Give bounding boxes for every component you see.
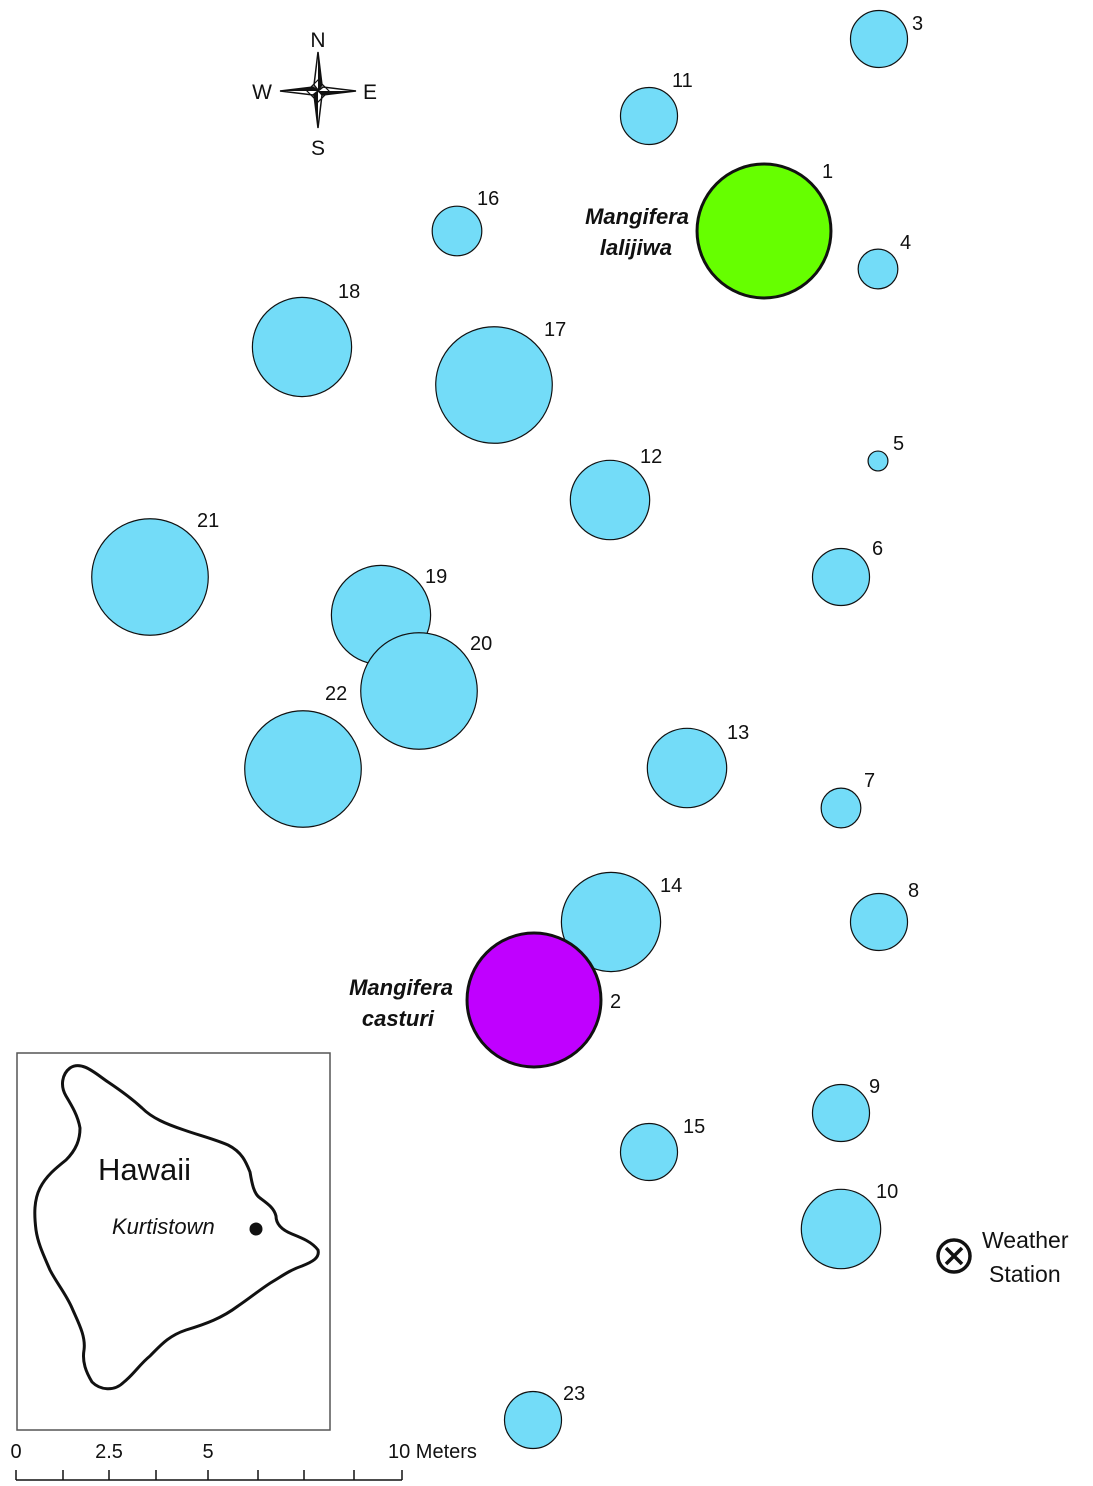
compass-s-label: S [311, 137, 325, 160]
tree-7-circle [820, 787, 862, 829]
tree-18-circle [251, 296, 353, 398]
tree-4-label: 4 [900, 232, 911, 254]
compass-rose-icon: N S W E [252, 29, 377, 160]
species-label-lalijiwa-genus: Mangifera [585, 204, 689, 229]
compass-e-label: E [363, 81, 377, 104]
species-label-casturi: Mangifera casturi [349, 975, 453, 1031]
tree-10-circle [800, 1188, 882, 1270]
tree-20-circle [360, 632, 478, 750]
tree-18-label: 18 [338, 281, 360, 303]
tree-2-label: 2 [610, 991, 621, 1013]
tree-5-label: 5 [893, 433, 904, 455]
tree-14-label: 14 [660, 875, 682, 897]
inset-title: Hawaii [98, 1152, 191, 1187]
tree-3-circle [849, 9, 909, 69]
tree-6-label: 6 [872, 538, 883, 560]
inset-town-label: Kurtistown [112, 1214, 215, 1239]
tree-10-label: 10 [876, 1181, 898, 1203]
tree-23-circle [503, 1390, 563, 1450]
tree-3-label: 3 [912, 13, 923, 35]
species-label-lalijiwa: Mangifera lalijiwa [585, 204, 689, 260]
tree-13-circle [646, 727, 728, 809]
tree-17-circle [435, 326, 553, 444]
tree-6-circle [811, 547, 871, 607]
tree-14-circle [560, 871, 662, 973]
tree-8-circle [849, 892, 909, 952]
species-label-casturi-epithet: casturi [362, 1006, 435, 1031]
tree-8-label: 8 [908, 880, 919, 902]
species-label-casturi-genus: Mangifera [349, 975, 453, 1000]
tree-22-label: 22 [325, 683, 347, 705]
tree-11-label: 11 [672, 70, 693, 92]
scale-bar: 0 2.5 5 10 Meters [10, 1441, 477, 1481]
circled-x-icon [936, 1238, 972, 1274]
tree-2-circle [465, 931, 603, 1069]
scale-label-5: 5 [202, 1441, 213, 1463]
scale-label-0: 0 [10, 1441, 21, 1463]
inset-map: Hawaii Kurtistown [16, 1052, 331, 1431]
tree-21-label: 21 [197, 510, 219, 532]
tree-9-circle [811, 1083, 871, 1143]
tree-4-circle [857, 248, 899, 290]
tree-15-label: 15 [683, 1116, 705, 1138]
tree-23-label: 23 [563, 1383, 585, 1405]
weather-station-label-line2: Station [989, 1261, 1061, 1287]
tree-17-label: 17 [544, 319, 566, 341]
tree-19-label: 19 [425, 566, 447, 588]
town-marker-icon [249, 1222, 263, 1236]
tree-20-label: 20 [470, 633, 492, 655]
tree-13-label: 13 [727, 722, 749, 744]
tree-1-label: 1 [822, 161, 833, 183]
tree-1-circle [695, 162, 833, 300]
weather-station-label-line1: Weather [982, 1227, 1069, 1253]
tree-21-circle [91, 518, 209, 636]
species-label-lalijiwa-epithet: lalijiwa [600, 235, 672, 260]
tree-7-label: 7 [864, 770, 875, 792]
tree-11-circle [619, 86, 679, 146]
weather-station: Weather Station [936, 1227, 1069, 1287]
compass-w-label: W [252, 81, 272, 104]
tree-16-label: 16 [477, 188, 499, 210]
scale-label-2-5: 2.5 [95, 1441, 123, 1463]
scale-label-10-meters: 10 Meters [388, 1441, 477, 1463]
tree-22-circle [244, 710, 362, 828]
hawaii-island-outline [33, 1064, 320, 1391]
compass-n-label: N [310, 29, 325, 52]
tree-9-label: 9 [869, 1076, 880, 1098]
tree-5-circle [867, 450, 889, 472]
tree-12-label: 12 [640, 446, 662, 468]
tree-16-circle [431, 205, 483, 257]
tree-12-circle [569, 459, 651, 541]
tree-15-circle [619, 1122, 679, 1182]
